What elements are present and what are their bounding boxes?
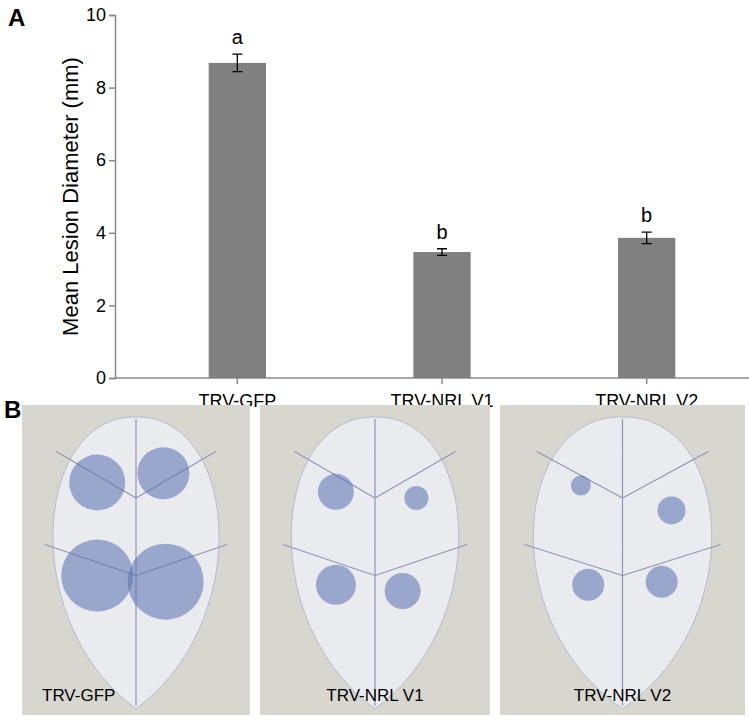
leaf-vein: [45, 419, 227, 706]
y-tick-mark: [109, 160, 115, 162]
lesion: [572, 569, 604, 601]
y-tick-mark: [109, 87, 115, 89]
y-tick-label: 6: [96, 150, 106, 170]
bar: [618, 238, 675, 378]
y-tick-label: 8: [96, 78, 106, 98]
photo-background: [22, 405, 250, 715]
y-tick-mark: [109, 305, 115, 307]
y-tick-mark: [109, 15, 115, 17]
y-tick-mark: [109, 233, 115, 235]
y-tick: 4: [96, 223, 115, 243]
bar: [209, 63, 266, 378]
y-axis-line: [109, 16, 116, 379]
error-bar: [437, 249, 447, 256]
leaf-photo: TRV-GFP: [22, 405, 250, 715]
figure: A 0 2 4 6 8 10 TRV-GFP TRV-NRL V1 TRV-NRL V2 Mean …: [0, 0, 749, 718]
y-tick-label: 0: [96, 368, 106, 388]
leaf-photo: TRV-NRL V1: [260, 405, 490, 715]
lesion: [571, 476, 591, 496]
panel-label: B: [4, 396, 21, 423]
error-bar: [642, 232, 652, 244]
lesion: [658, 496, 686, 524]
y-axis: 0 2 4 6 8 10: [86, 5, 116, 388]
y-tick: 0: [96, 368, 115, 388]
leaf-photo: TRV-NRL V2: [500, 405, 745, 715]
y-tick: 6: [96, 150, 115, 170]
lesion: [137, 447, 189, 499]
significance-letter: b: [641, 204, 652, 226]
lesion: [318, 474, 354, 510]
error-bar: [232, 54, 242, 71]
bar: [413, 252, 470, 378]
x-tick-mark: [237, 378, 239, 384]
y-tick-label: 10: [86, 5, 106, 25]
panel-label: A: [8, 4, 25, 31]
y-tick-mark: [109, 378, 115, 380]
significance-letter: b: [436, 221, 447, 243]
x-tick-mark: [441, 378, 443, 384]
lesion: [128, 544, 204, 620]
y-axis-title: Mean Lesion Diameter (mm): [58, 57, 83, 336]
photo-background: [500, 405, 745, 715]
y-tick-label: 4: [96, 223, 106, 243]
photo-label: TRV-NRL V2: [574, 686, 671, 705]
x-tick-mark: [646, 378, 648, 384]
lesion: [61, 540, 133, 612]
plot-area: [209, 54, 676, 378]
lesion: [69, 455, 125, 511]
significance-letter: a: [232, 26, 244, 48]
y-tick-label: 2: [96, 296, 106, 316]
lesion: [404, 486, 428, 510]
leaf-vein: [283, 419, 467, 706]
photo-background: [260, 405, 490, 715]
leaf-vein: [525, 419, 721, 706]
photo-label: TRV-GFP: [42, 686, 115, 705]
lesion: [316, 565, 356, 605]
lesion: [385, 573, 421, 609]
y-tick: 10: [86, 5, 115, 25]
photo-label: TRV-NRL V1: [326, 686, 423, 705]
lesion: [646, 566, 678, 598]
y-tick: 8: [96, 78, 115, 98]
y-tick: 2: [96, 296, 115, 316]
